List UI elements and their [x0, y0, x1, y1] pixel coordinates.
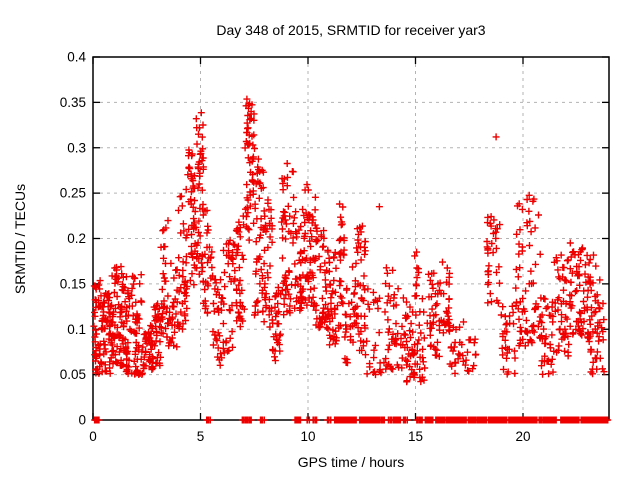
- y-tick-label: 0.05: [60, 367, 86, 382]
- y-tick-label: 0.1: [67, 322, 86, 337]
- grid-lines: [93, 57, 609, 420]
- chart-title: Day 348 of 2015, SRMTID for receiver yar…: [216, 22, 485, 38]
- data-points: [90, 95, 608, 386]
- y-tick-label: 0.25: [60, 186, 86, 201]
- y-tick-label: 0.4: [67, 50, 86, 65]
- y-tick-label: 0.15: [60, 276, 86, 291]
- y-axis-label: SRMTID / TECUs: [12, 184, 28, 294]
- y-tick-label: 0.3: [67, 140, 86, 155]
- x-axis-label: GPS time / hours: [298, 454, 405, 470]
- x-tick-label: 0: [89, 429, 97, 444]
- x-tick-label: 15: [408, 429, 423, 444]
- tick-labels: 0 5 10 15 20 0 0.05 0.1 0.15 0.2 0.25 0.3 0.35 0.4: [60, 50, 531, 445]
- x-tick-label: 5: [197, 429, 205, 444]
- y-tick-label: 0: [78, 413, 86, 428]
- y-tick-label: 0.35: [60, 95, 86, 110]
- x-tick-label: 20: [515, 429, 530, 444]
- x-tick-label: 10: [300, 429, 315, 444]
- y-tick-label: 0.2: [67, 231, 86, 246]
- zero-data-points: [91, 416, 612, 424]
